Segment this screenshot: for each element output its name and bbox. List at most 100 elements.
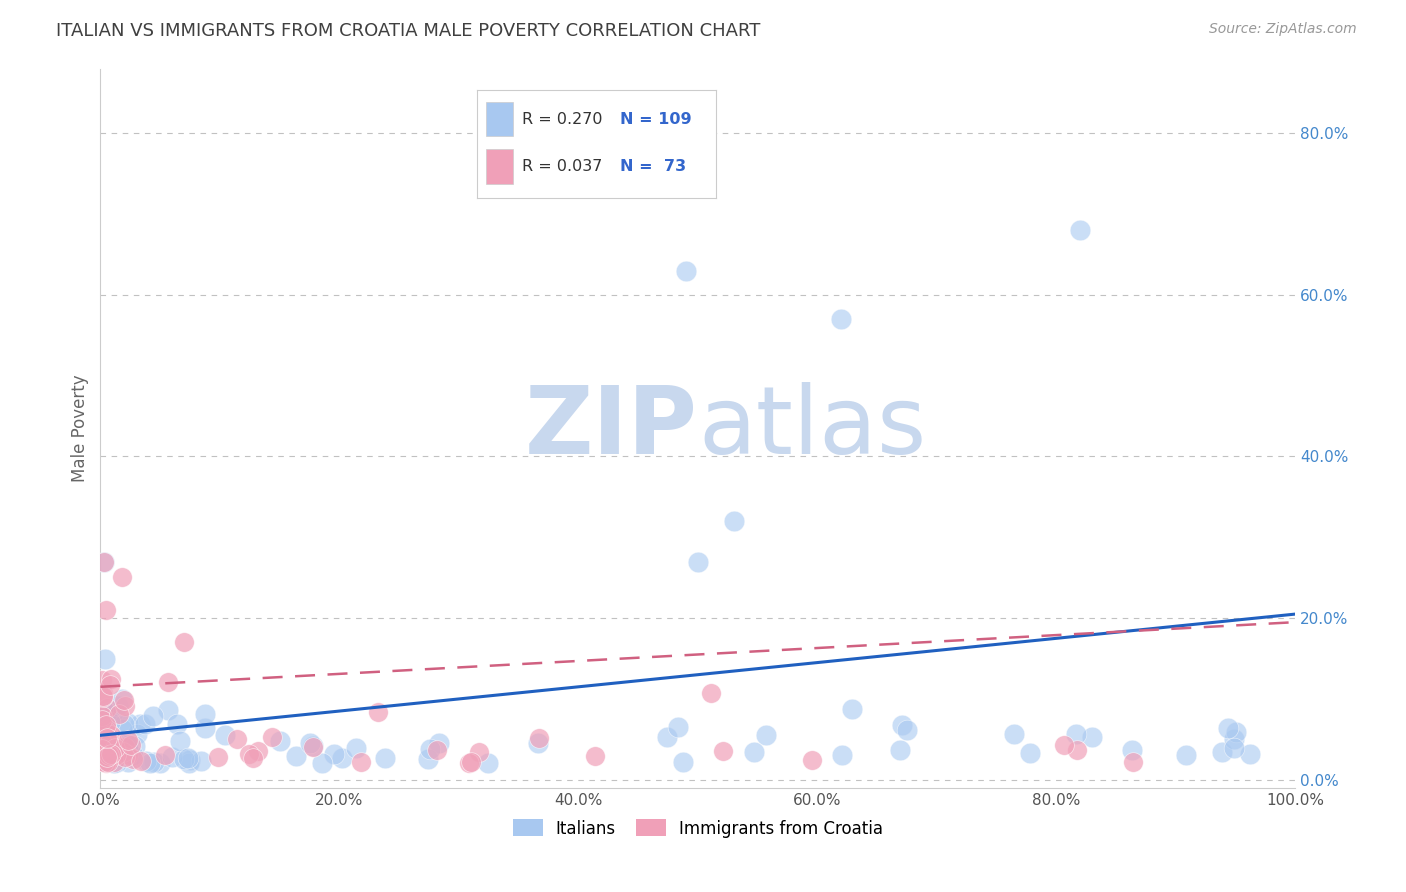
Point xyxy=(527,736,550,750)
Point xyxy=(841,702,863,716)
Point xyxy=(108,707,131,722)
Point xyxy=(103,756,125,771)
Point xyxy=(93,555,115,569)
Point xyxy=(103,737,125,751)
Point xyxy=(700,685,723,699)
Point xyxy=(96,603,118,617)
Point xyxy=(94,724,117,739)
Point xyxy=(100,752,122,766)
Point xyxy=(101,750,124,764)
Point xyxy=(302,739,325,753)
Legend: Italians, Immigrants from Croatia: Italians, Immigrants from Croatia xyxy=(506,813,890,844)
Point xyxy=(91,743,114,757)
Point xyxy=(207,749,229,764)
Point xyxy=(344,741,367,756)
Point xyxy=(94,721,117,735)
Point xyxy=(111,722,134,736)
Point xyxy=(117,738,139,752)
Point xyxy=(90,723,112,737)
Point xyxy=(1121,743,1143,757)
Point xyxy=(427,736,450,750)
Point xyxy=(91,686,114,700)
Point xyxy=(330,751,353,765)
Point xyxy=(177,751,200,765)
Point xyxy=(160,750,183,764)
Point xyxy=(111,747,134,761)
Point xyxy=(112,693,135,707)
Point xyxy=(103,755,125,769)
Point xyxy=(830,312,852,326)
Point xyxy=(98,678,121,692)
Point xyxy=(103,741,125,756)
Point xyxy=(100,673,122,687)
Point xyxy=(98,715,121,730)
Point xyxy=(801,753,824,767)
Point xyxy=(350,756,373,770)
Point xyxy=(100,747,122,762)
Point xyxy=(100,728,122,742)
Point xyxy=(156,702,179,716)
Point xyxy=(90,754,112,768)
Point xyxy=(96,754,118,768)
Point xyxy=(117,715,139,730)
Point xyxy=(90,736,112,750)
Point xyxy=(121,752,143,766)
Point xyxy=(114,740,136,755)
Point xyxy=(889,743,911,757)
Point xyxy=(460,755,482,769)
Point xyxy=(96,724,118,739)
Point xyxy=(96,746,118,760)
Point xyxy=(93,745,115,759)
Point xyxy=(96,747,118,762)
Point xyxy=(93,555,115,569)
Point xyxy=(128,717,150,731)
Point xyxy=(374,751,396,765)
Point xyxy=(1064,727,1087,741)
Point xyxy=(90,739,112,754)
Point xyxy=(477,756,499,771)
Point xyxy=(117,755,139,769)
Point xyxy=(107,741,129,756)
Point xyxy=(100,735,122,749)
Point xyxy=(117,740,139,755)
Point xyxy=(96,732,118,747)
Point xyxy=(94,739,117,753)
Point xyxy=(742,745,765,759)
Point xyxy=(138,756,160,770)
Point xyxy=(104,743,127,757)
Text: ITALIAN VS IMMIGRANTS FROM CROATIA MALE POVERTY CORRELATION CHART: ITALIAN VS IMMIGRANTS FROM CROATIA MALE … xyxy=(56,22,761,40)
Point xyxy=(96,750,118,764)
Point xyxy=(112,716,135,731)
Point xyxy=(1223,740,1246,755)
Point xyxy=(124,739,146,754)
Point xyxy=(1223,732,1246,747)
Point xyxy=(91,690,114,705)
Point xyxy=(416,752,439,766)
Point xyxy=(96,722,118,736)
Point xyxy=(225,732,247,747)
Point xyxy=(93,749,115,764)
Text: atlas: atlas xyxy=(697,382,927,475)
Point xyxy=(134,717,156,731)
Point xyxy=(711,744,734,758)
Point xyxy=(94,651,117,665)
Point xyxy=(1053,738,1076,752)
Point xyxy=(238,747,260,761)
Point xyxy=(117,747,139,761)
Point xyxy=(242,751,264,765)
Point xyxy=(90,734,112,748)
Point xyxy=(97,747,120,762)
Point xyxy=(896,723,918,738)
Point xyxy=(90,708,112,723)
Point xyxy=(247,744,270,758)
Point xyxy=(1175,748,1198,763)
Point xyxy=(425,743,447,757)
Point xyxy=(1081,730,1104,744)
Point xyxy=(1122,756,1144,770)
Point xyxy=(1211,745,1233,759)
Point xyxy=(90,713,112,727)
Point xyxy=(583,749,606,764)
Point xyxy=(890,718,912,732)
Point xyxy=(94,752,117,766)
Point xyxy=(93,747,115,762)
